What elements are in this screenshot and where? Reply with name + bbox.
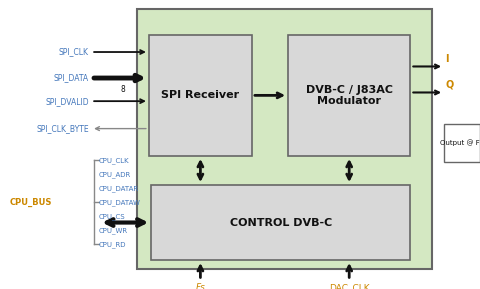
Text: SPI_DATA: SPI_DATA — [54, 73, 89, 83]
Bar — [151, 185, 410, 260]
Text: SPI_DVALID: SPI_DVALID — [45, 97, 89, 106]
Text: DAC_CLK: DAC_CLK — [329, 283, 370, 289]
Text: Q: Q — [445, 79, 454, 90]
Bar — [444, 124, 480, 162]
Text: SPI_CLK: SPI_CLK — [59, 47, 89, 57]
Text: CPU_RD: CPU_RD — [98, 241, 126, 248]
Text: CPU_ADR: CPU_ADR — [98, 171, 131, 178]
Text: CPU_DATAW: CPU_DATAW — [98, 199, 140, 206]
Text: I: I — [445, 53, 449, 64]
Text: DVB-C / J83AC
Modulator: DVB-C / J83AC Modulator — [306, 85, 393, 106]
Text: SPI Receiver: SPI Receiver — [161, 90, 240, 100]
Text: Output @ Fs: Output @ Fs — [440, 140, 480, 147]
Text: CPU_DATAR: CPU_DATAR — [98, 185, 139, 192]
Bar — [149, 35, 252, 156]
Text: 8: 8 — [120, 85, 125, 94]
Text: Fs: Fs — [195, 283, 205, 289]
Text: CONTROL DVB-C: CONTROL DVB-C — [229, 218, 332, 227]
Bar — [137, 9, 432, 269]
Text: CPU_BUS: CPU_BUS — [10, 198, 52, 207]
Text: CPU_CLK: CPU_CLK — [98, 157, 129, 164]
Text: CPU_CS: CPU_CS — [98, 213, 125, 220]
Bar — [288, 35, 410, 156]
Text: CPU_WR: CPU_WR — [98, 227, 128, 234]
Text: SPI_CLK_BYTE: SPI_CLK_BYTE — [36, 124, 89, 133]
